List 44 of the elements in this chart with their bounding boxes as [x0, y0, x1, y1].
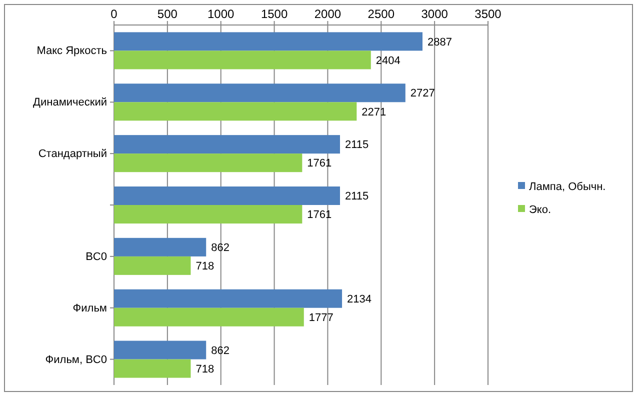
x-tick-label: 1000 [208, 7, 235, 21]
bar [114, 32, 422, 51]
legend-label: Лампа, Обычн. [529, 180, 606, 193]
bar [114, 205, 302, 224]
data-label: 2271 [362, 106, 386, 118]
x-tick-label: 2500 [368, 7, 395, 21]
data-label: 718 [196, 363, 214, 376]
y-tick-label: Динамический [33, 96, 107, 109]
bar [114, 84, 406, 102]
bar [114, 340, 206, 360]
data-label: 2727 [410, 88, 435, 100]
bar [114, 256, 191, 275]
x-tick-label: 2000 [314, 7, 342, 21]
y-tick-label: Фильм, BC0 [45, 354, 107, 366]
data-label: 1761 [307, 158, 332, 170]
data-label: 2404 [376, 54, 400, 67]
bar [114, 135, 340, 154]
bar [114, 154, 302, 172]
data-label: 1777 [308, 312, 334, 324]
x-tick-label: 1500 [260, 7, 288, 21]
data-label: 2887 [427, 36, 452, 48]
legend-label: Эко. [529, 204, 552, 216]
data-label: 2115 [345, 139, 369, 152]
bar [114, 289, 342, 308]
bar [114, 186, 340, 205]
x-tick-label: 500 [157, 7, 178, 21]
data-label: 862 [211, 344, 230, 357]
bar [114, 308, 304, 326]
y-tick-label: Стандартный [38, 148, 107, 160]
data-label: 2134 [347, 293, 372, 306]
bar [114, 238, 206, 256]
data-label: 2115 [345, 190, 369, 203]
x-tick-label: 3500 [474, 7, 502, 21]
bar [114, 359, 191, 378]
x-tick-label: 0 [110, 7, 118, 21]
x-tick-label: 3000 [421, 7, 448, 21]
data-label: 1761 [307, 209, 332, 222]
y-tick-label: Фильм [72, 302, 107, 314]
bar [114, 102, 357, 121]
y-tick-label: BC0 [86, 250, 107, 263]
bar [114, 50, 371, 70]
y-tick-label: Макс Яркость [36, 45, 108, 58]
data-label: 718 [196, 260, 214, 273]
data-label: 862 [211, 242, 230, 254]
